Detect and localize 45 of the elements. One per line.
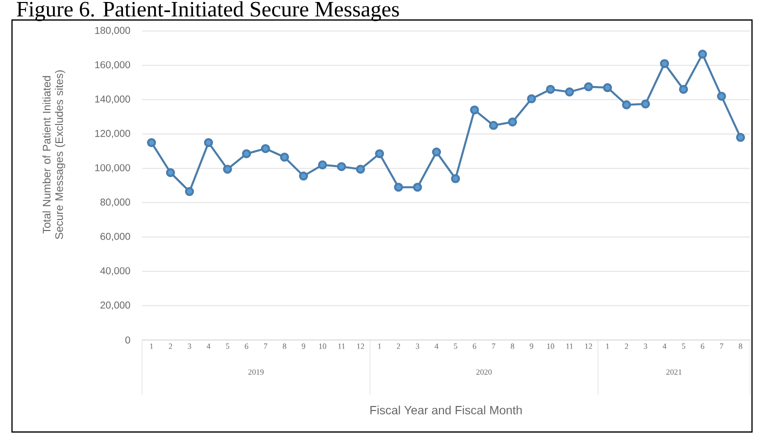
y-tick-label: 40,000 <box>100 267 130 276</box>
point <box>318 160 327 170</box>
point <box>185 187 194 196</box>
point <box>641 99 650 108</box>
y-tick-label: 60,000 <box>100 232 130 242</box>
point <box>280 152 289 162</box>
point <box>413 182 422 192</box>
point <box>451 174 460 184</box>
point <box>660 59 670 68</box>
point <box>261 144 270 154</box>
point <box>432 148 442 157</box>
point <box>223 164 232 174</box>
point <box>584 82 594 92</box>
point <box>356 164 366 174</box>
point <box>375 149 384 158</box>
point <box>717 92 726 101</box>
y-tick-label: 20,000 <box>100 302 130 310</box>
y-tick-label: 160,000 <box>95 61 130 70</box>
point <box>508 117 518 126</box>
point <box>394 182 404 192</box>
point <box>546 84 556 94</box>
point <box>622 100 632 110</box>
y-tick-label: 180,000 <box>95 26 130 36</box>
point <box>527 94 536 104</box>
point <box>698 50 708 59</box>
point <box>489 120 498 130</box>
x-axis-title: Fiscal Year and Fiscal Month <box>370 406 522 414</box>
point <box>470 105 480 114</box>
point <box>565 87 574 96</box>
y-tick-label: 100,000 <box>95 164 130 172</box>
y-axis-title: Total Number of Patient Initiated Secure Messages (Excludes sites) <box>42 70 66 240</box>
point <box>242 149 251 158</box>
point <box>204 138 213 148</box>
point <box>166 168 175 178</box>
point <box>679 84 688 94</box>
point <box>736 132 746 142</box>
y-tick-label: 140,000 <box>95 96 130 104</box>
point <box>603 83 612 92</box>
y-tick-label: 80,000 <box>100 198 130 207</box>
point <box>299 172 308 181</box>
y-tick-label: 120,000 <box>95 130 130 138</box>
point <box>337 162 346 172</box>
point <box>147 138 156 148</box>
chart-title: Figure 6. Patient-Initiated Secure Messages <box>16 1 399 22</box>
y-tick-label: 0 <box>125 336 130 344</box>
